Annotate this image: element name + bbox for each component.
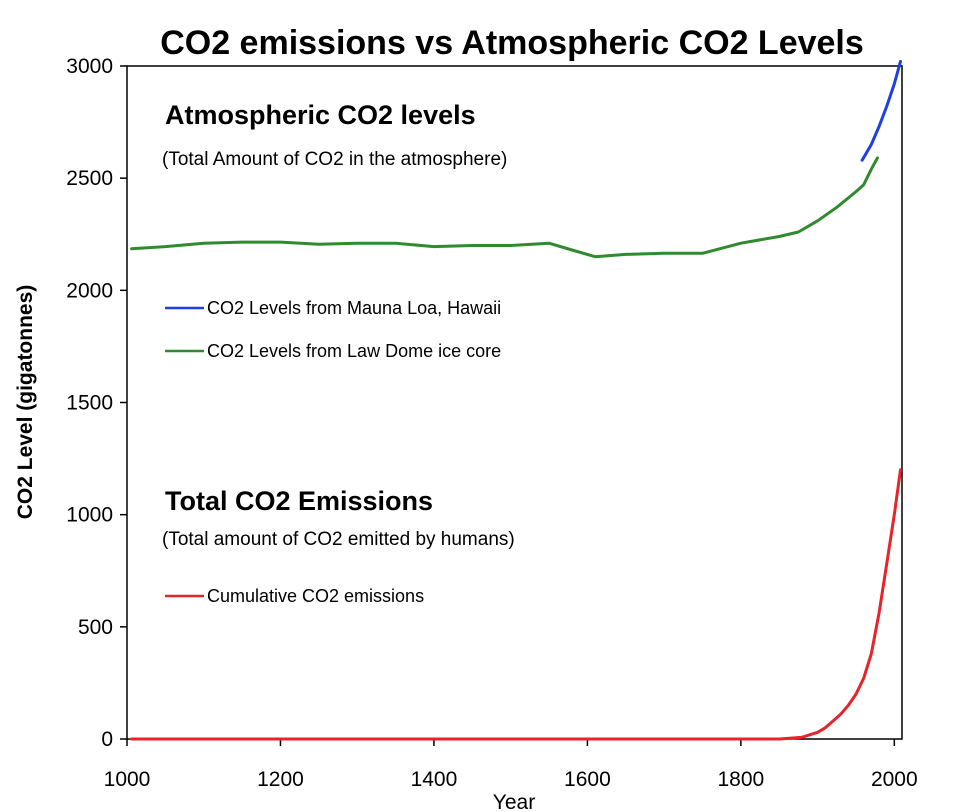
y-axis-ticks: 0 500 1000 1500 2000 2500 3000	[66, 55, 127, 751]
legend-emissions: Cumulative CO2 emissions	[165, 586, 424, 606]
x-axis-label: Year	[493, 791, 535, 812]
emissions-heading: Total CO2 Emissions	[165, 486, 433, 516]
legend-mauna-loa: CO2 Levels from Mauna Loa, Hawaii	[165, 298, 501, 318]
x-tick-label: 1400	[411, 768, 458, 791]
x-tick-label: 1600	[564, 768, 611, 791]
y-axis-label: CO2 Level (gigatonnes)	[14, 285, 37, 520]
legend-label-mauna-loa: CO2 Levels from Mauna Loa, Hawaii	[207, 298, 501, 318]
y-tick-label: 1500	[66, 392, 113, 415]
series-lines	[130, 60, 902, 741]
x-tick-label: 1800	[718, 768, 765, 791]
series-line-mauna-loa	[860, 60, 902, 162]
y-tick-label: 2500	[66, 167, 113, 190]
atmospheric-heading: Atmospheric CO2 levels	[165, 100, 476, 130]
atmospheric-subheading: (Total Amount of CO2 in the atmosphere)	[162, 149, 507, 170]
x-tick-label: 1200	[257, 768, 304, 791]
y-tick-label: 1000	[66, 504, 113, 527]
chart-title: CO2 emissions vs Atmospheric CO2 Levels	[160, 24, 864, 62]
y-tick-label: 3000	[66, 55, 113, 78]
x-axis-ticks: 1000 1200 1400 1600 1800 2000	[104, 739, 918, 791]
legend-label-emissions: Cumulative CO2 emissions	[207, 586, 424, 606]
y-tick-label: 0	[101, 728, 113, 751]
series-line-law-dome	[130, 156, 879, 259]
y-tick-label: 500	[78, 616, 113, 639]
legend-law-dome: CO2 Levels from Law Dome ice core	[165, 341, 501, 361]
y-tick-label: 2000	[66, 279, 113, 302]
x-tick-label: 2000	[871, 768, 918, 791]
legend-label-law-dome: CO2 Levels from Law Dome ice core	[207, 341, 501, 361]
emissions-subheading: (Total amount of CO2 emitted by humans)	[162, 529, 515, 550]
x-tick-label: 1000	[104, 768, 151, 791]
series-line-emissions	[130, 468, 902, 741]
